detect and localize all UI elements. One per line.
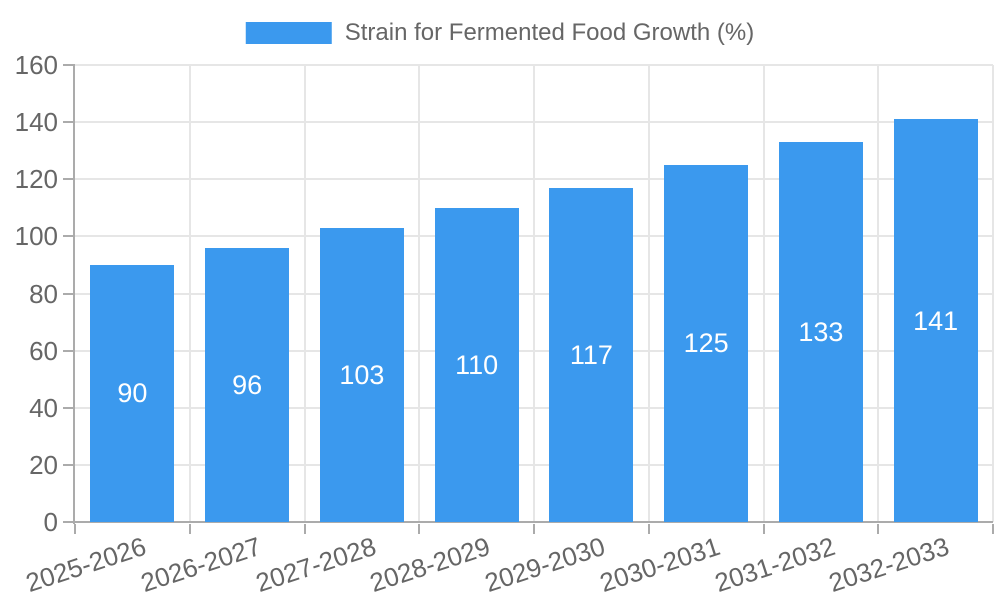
x-category-label: 2028-2029 <box>366 531 494 598</box>
y-axis-line <box>73 64 75 524</box>
y-tick <box>63 178 73 181</box>
y-tick <box>63 349 73 352</box>
bar-value-label: 117 <box>569 339 613 370</box>
legend-swatch <box>245 22 332 44</box>
x-tick <box>877 524 880 534</box>
y-tick <box>63 521 73 523</box>
y-tick-label: 120 <box>14 164 58 195</box>
x-category-label: 2029-2030 <box>481 531 609 598</box>
x-gridline <box>533 65 535 522</box>
x-tick <box>188 524 191 534</box>
bar <box>319 227 404 522</box>
y-tick-label: 60 <box>29 335 58 366</box>
bar-value-label: 133 <box>798 317 844 348</box>
x-category-label: 2030-2031 <box>595 531 724 598</box>
bar-value-label: 125 <box>683 328 729 359</box>
bar <box>434 207 519 522</box>
y-tick <box>63 463 73 466</box>
x-axis-line <box>73 521 993 523</box>
bar <box>778 142 863 522</box>
x-tick <box>303 524 306 534</box>
bar <box>90 264 175 522</box>
y-tick-label: 40 <box>29 392 58 423</box>
legend-item[interactable]: Strain for Fermented Food Growth (%) <box>245 19 755 47</box>
legend-label: Strain for Fermented Food Growth (%) <box>344 19 755 46</box>
x-tick <box>647 524 650 534</box>
x-category-label: 2031-2032 <box>710 531 839 598</box>
x-gridline <box>188 65 191 522</box>
x-gridline <box>647 65 650 522</box>
y-tick-label: 80 <box>29 278 58 309</box>
x-gridline <box>992 65 994 522</box>
x-gridline <box>762 65 765 522</box>
bar-value-label: 141 <box>913 305 959 336</box>
bar <box>549 187 634 522</box>
bar <box>205 247 290 522</box>
y-tick <box>63 64 73 66</box>
x-category-label: 2026-2027 <box>136 531 265 598</box>
y-tick <box>63 292 73 295</box>
y-tick-label: 100 <box>14 221 58 252</box>
y-tick-label: 20 <box>29 449 58 480</box>
x-gridline <box>418 65 421 522</box>
y-tick <box>63 235 73 238</box>
x-category-label: 2025-2026 <box>22 531 150 598</box>
bar-value-label: 96 <box>232 369 263 400</box>
y-tick <box>63 121 73 124</box>
x-tick <box>418 524 421 534</box>
bar-value-label: 103 <box>339 359 385 390</box>
x-tick <box>533 524 535 534</box>
x-tick <box>762 524 765 534</box>
x-gridline <box>877 65 880 522</box>
x-tick <box>992 524 994 534</box>
y-tick-label: 0 <box>43 507 58 537</box>
y-tick-label: 140 <box>14 107 58 138</box>
bar <box>664 164 749 522</box>
y-tick-label: 160 <box>14 50 58 80</box>
bar-value-label: 110 <box>455 349 499 380</box>
bar-value-label: 90 <box>117 378 148 409</box>
bar <box>893 119 978 522</box>
x-category-label: 2032-2033 <box>825 531 953 598</box>
x-tick <box>74 524 76 534</box>
x-gridline <box>303 65 306 522</box>
y-tick <box>63 406 73 409</box>
x-category-label: 2027-2028 <box>251 531 380 598</box>
